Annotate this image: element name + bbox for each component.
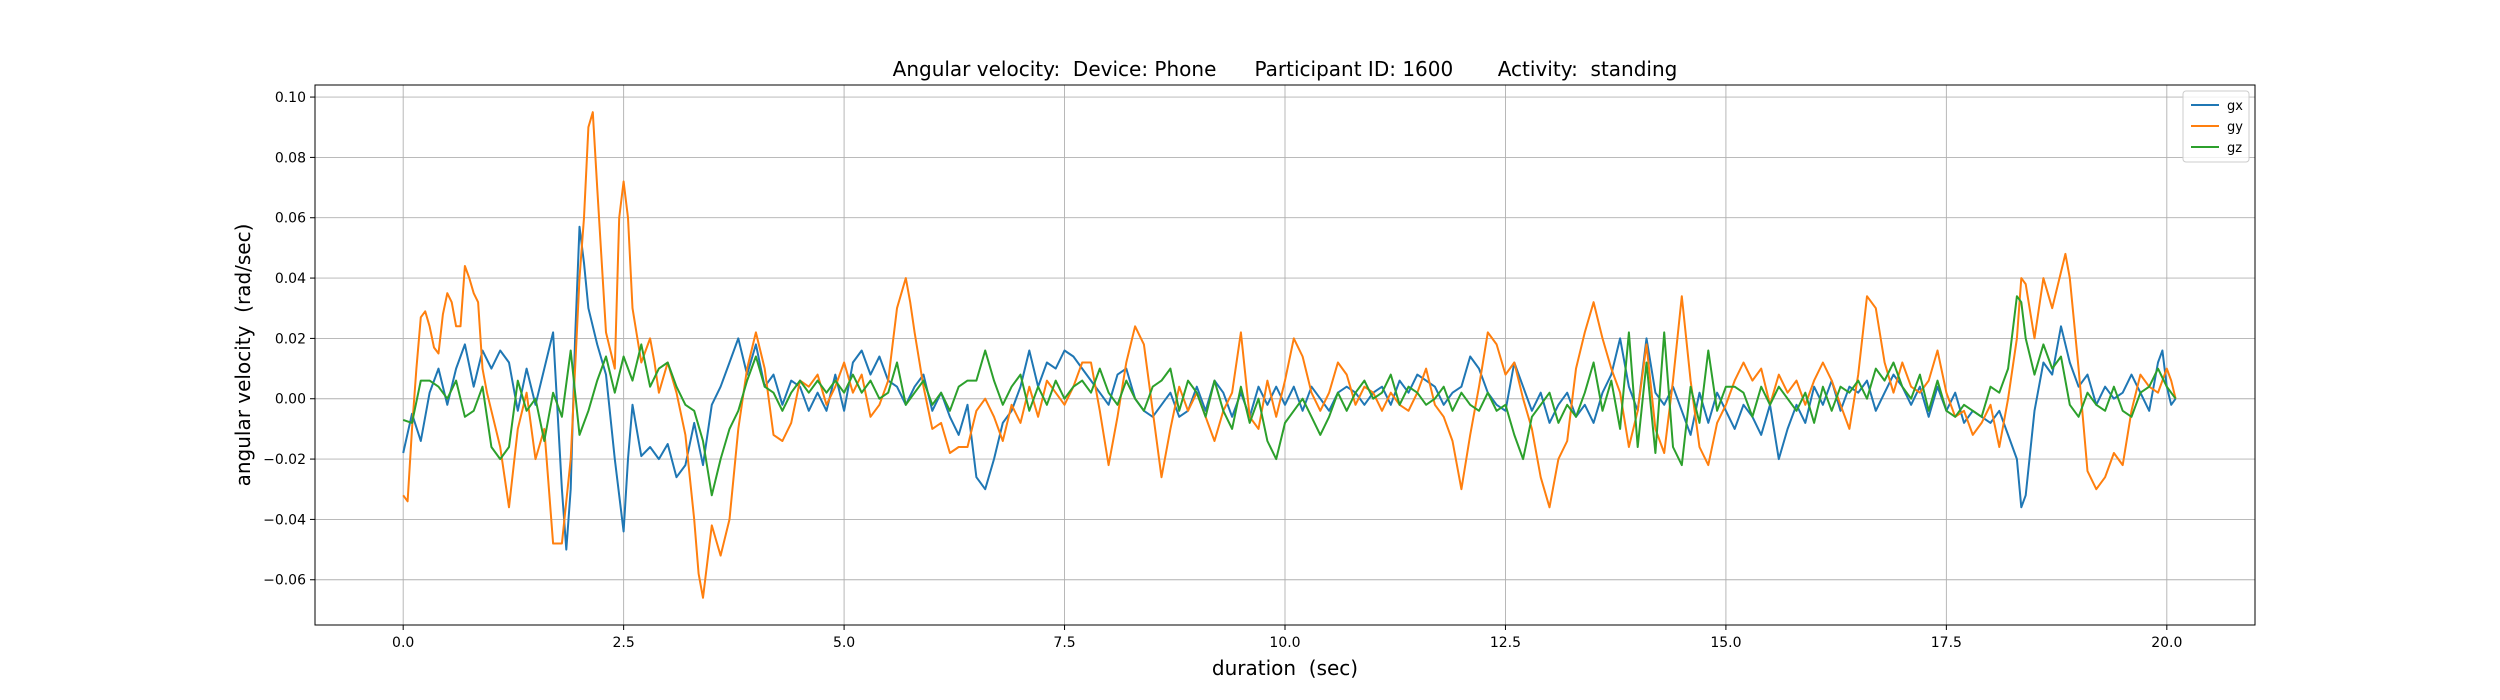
x-tick-label: 5.0: [833, 635, 855, 651]
x-tick-label: 12.5: [1490, 635, 1521, 651]
y-tick-label: −0.06: [263, 573, 306, 589]
chart-title: Angular velocity: Device: Phone Particip…: [893, 57, 1678, 81]
x-tick-label: 17.5: [1931, 635, 1962, 651]
x-tick-label: 7.5: [1053, 635, 1075, 651]
x-axis-title: duration (sec): [1212, 656, 1358, 680]
x-tick-label: 0.0: [392, 635, 414, 651]
legend-label-gz: gz: [2227, 141, 2242, 156]
legend-label-gy: gy: [2227, 120, 2243, 135]
series-line-gx: [402, 225, 2177, 551]
axis-ticks: 0.0 2.5 5.0 7.5 10.0 12.5 15.0 17.5 20.0 −0.06 −0.…: [263, 90, 2182, 651]
x-tick-label: 15.0: [1710, 635, 1741, 651]
series-line-gz: [402, 295, 2177, 497]
legend: gx gy gz: [2182, 90, 2250, 163]
series-line-gy: [402, 111, 2177, 599]
y-tick-label: 0.00: [275, 392, 306, 408]
y-tick-label: −0.04: [263, 512, 306, 528]
x-tick-label: 10.0: [1269, 635, 1300, 651]
x-tick-label: 2.5: [613, 635, 635, 651]
y-tick-label: 0.06: [275, 211, 306, 227]
x-tick-label: 20.0: [2151, 635, 2182, 651]
y-tick-label: 0.04: [275, 271, 306, 287]
y-axis-title: angular velocity (rad/sec): [231, 224, 255, 487]
y-tick-label: −0.02: [263, 452, 306, 468]
y-tick-label: 0.08: [275, 150, 306, 166]
y-tick-label: 0.02: [275, 331, 306, 347]
series-lines: [402, 111, 2177, 599]
y-tick-label: 0.10: [275, 90, 306, 106]
legend-label-gx: gx: [2227, 99, 2243, 114]
